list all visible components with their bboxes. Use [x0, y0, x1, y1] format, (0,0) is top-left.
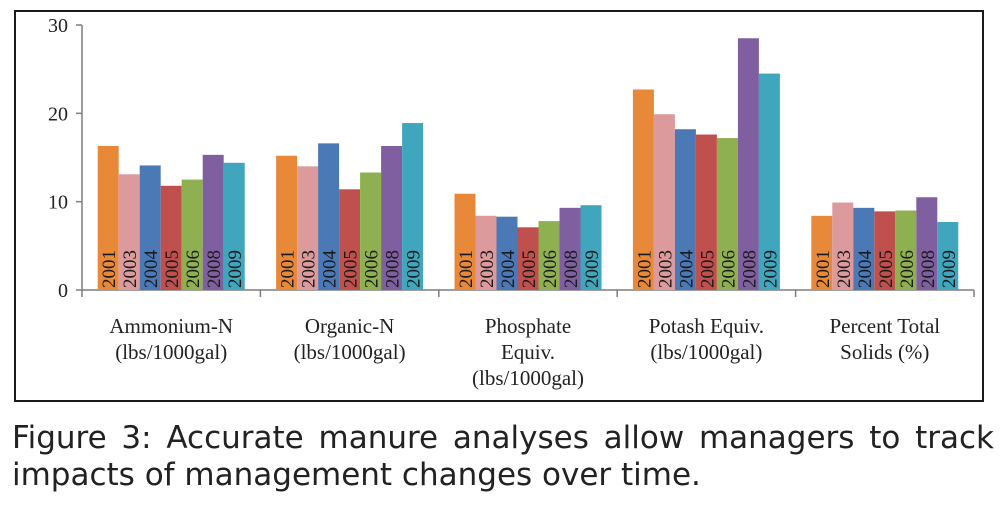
bar-2006: [360, 172, 382, 290]
bar-2006: [895, 210, 917, 290]
bar-2005: [874, 211, 896, 290]
bar-label-2003: 2003: [120, 250, 141, 288]
category-label: (lbs/1000gal): [294, 340, 406, 364]
bar-label-2008: 2008: [739, 250, 760, 288]
figure-caption: Figure 3: Accurate manure analyses allow…: [12, 420, 994, 493]
y-tick-label: 20: [48, 103, 68, 125]
bar-label-2001: 2001: [813, 250, 834, 288]
bar-2003: [118, 174, 140, 290]
bar-label-2006: 2006: [362, 250, 383, 288]
bar-label-2006: 2006: [183, 250, 204, 288]
category-label: Phosphate: [485, 314, 571, 338]
bar-label-2001: 2001: [634, 250, 655, 288]
bar-label-2009: 2009: [404, 250, 425, 288]
category-label: (lbs/1000gal): [472, 366, 584, 390]
bar-2008: [559, 207, 581, 290]
bar-2003: [297, 166, 319, 290]
bar-2006: [181, 179, 203, 290]
bar-2006: [538, 221, 560, 290]
category-label: Organic-N: [305, 314, 394, 338]
bar-label-2005: 2005: [697, 250, 718, 288]
bar-label-2003: 2003: [655, 250, 676, 288]
category-label: (lbs/1000gal): [650, 340, 762, 364]
chart-frame: 0 10 20 30 2001 2003 2004 2005 2006 2008 2009 Ammon…: [14, 10, 984, 402]
bar-label-2005: 2005: [341, 250, 362, 288]
bar-2008: [737, 38, 759, 290]
bar-label-2009: 2009: [582, 250, 603, 288]
bar-2005: [695, 134, 717, 290]
bar-2008: [916, 197, 938, 290]
bar-label-2004: 2004: [855, 250, 876, 289]
bar-2008: [381, 146, 403, 290]
category-label: Solids (%): [840, 340, 929, 364]
bar-2001: [276, 155, 298, 290]
y-tick-label: 30: [48, 15, 68, 37]
bar-2005: [517, 227, 539, 290]
bar-label-2005: 2005: [876, 250, 897, 288]
bar-label-2003: 2003: [477, 250, 498, 288]
bar-label-2004: 2004: [141, 250, 162, 289]
bar-2001: [454, 193, 476, 290]
bar-2009: [758, 73, 780, 290]
bar-label-2008: 2008: [918, 250, 939, 288]
category-label: Potash Equiv.: [649, 314, 764, 338]
bar-2009: [937, 221, 959, 290]
bar-label-2006: 2006: [897, 250, 918, 288]
bar-2009: [580, 205, 602, 290]
bar-2001: [97, 146, 119, 290]
bar-label-2003: 2003: [299, 250, 320, 288]
bar-2003: [653, 114, 675, 290]
bar-label-2003: 2003: [834, 250, 855, 288]
y-tick-label: 0: [58, 280, 68, 302]
y-tick-label: 10: [48, 192, 68, 214]
bar-2001: [811, 215, 833, 290]
bar-2009: [223, 162, 245, 290]
bar-label-2009: 2009: [760, 250, 781, 288]
bar-2005: [339, 189, 361, 290]
bar-2001: [632, 89, 654, 290]
bar-label-2001: 2001: [456, 250, 477, 288]
category-label: Percent Total: [829, 314, 940, 338]
bar-label-2009: 2009: [939, 250, 960, 288]
bar-label-2008: 2008: [204, 250, 225, 288]
bar-2004: [674, 129, 696, 290]
bar-2008: [202, 154, 224, 290]
bar-label-2006: 2006: [718, 250, 739, 288]
bar-label-2004: 2004: [320, 250, 341, 289]
bar-label-2005: 2005: [519, 250, 540, 288]
bar-label-2001: 2001: [99, 250, 120, 288]
bar-2003: [832, 202, 854, 290]
category-label: (lbs/1000gal): [115, 340, 227, 364]
bar-label-2009: 2009: [225, 250, 246, 288]
bar-2004: [318, 143, 340, 290]
bar-2004: [496, 216, 518, 290]
bar-2004: [853, 207, 875, 290]
bar-2004: [139, 165, 161, 290]
bar-label-2001: 2001: [278, 250, 299, 288]
bar-label-2008: 2008: [383, 250, 404, 288]
bar-2009: [402, 123, 424, 290]
bar-2005: [160, 185, 182, 290]
bar-label-2004: 2004: [676, 250, 697, 289]
bar-label-2006: 2006: [540, 250, 561, 288]
bar-2006: [716, 138, 738, 290]
bar-label-2004: 2004: [498, 250, 519, 289]
bar-label-2008: 2008: [561, 250, 582, 288]
category-label: Equiv.: [501, 340, 555, 364]
category-label: Ammonium-N: [109, 314, 233, 338]
bar-label-2005: 2005: [162, 250, 183, 288]
bar-2003: [475, 215, 497, 290]
